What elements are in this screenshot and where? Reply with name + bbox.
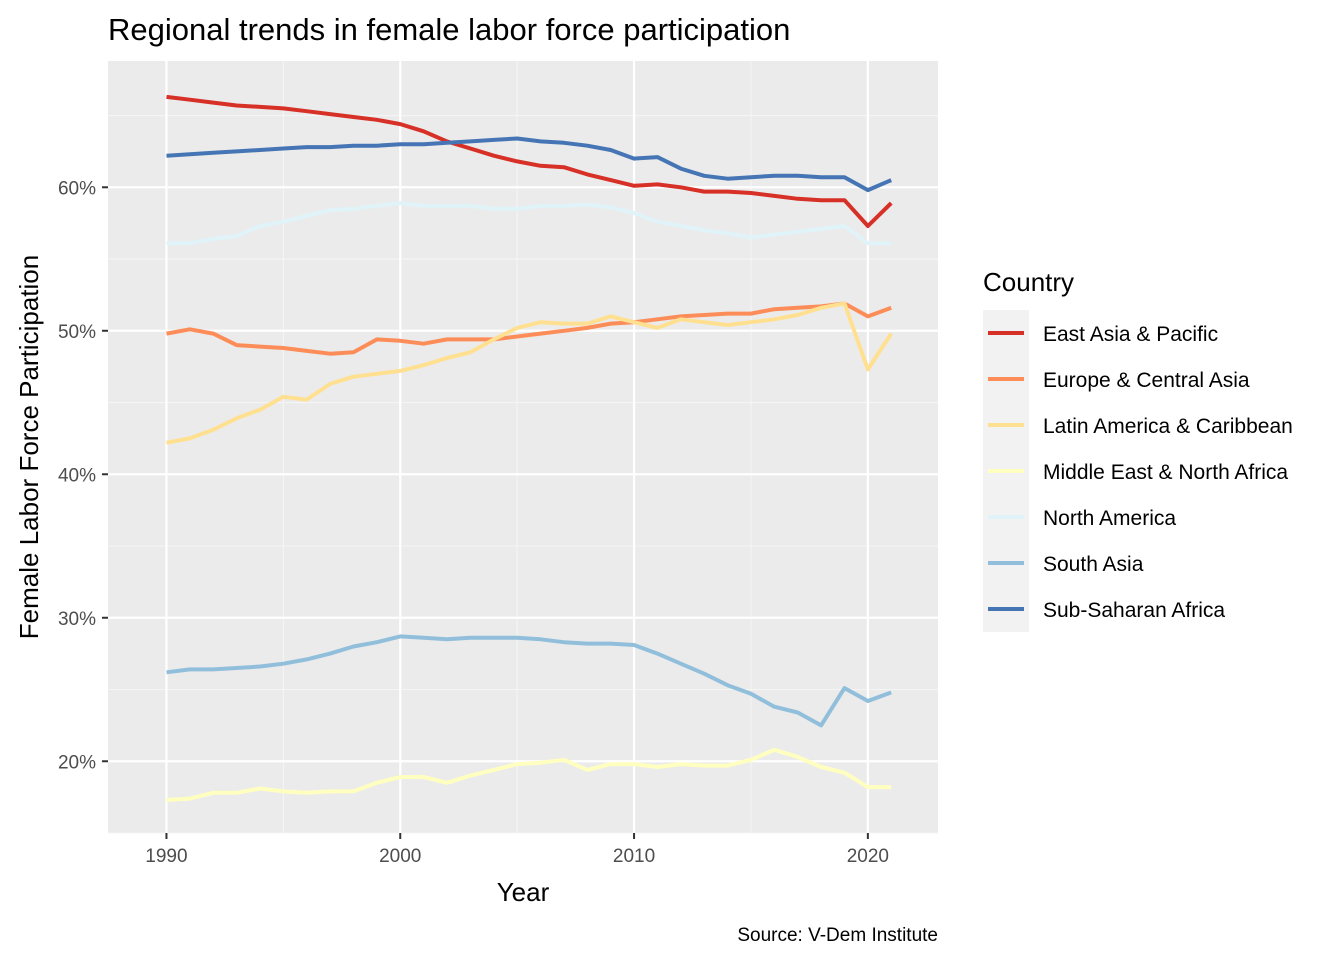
x-tick-label: 1990 [145,846,187,867]
series-line-3 [166,301,893,445]
legend: East Asia & Pacific Europe & Central Asia… [983,310,1293,632]
series-line-2 [166,301,892,356]
legend-label-1: East Asia & Pacific [1043,323,1218,346]
x-tick-label: 2000 [379,846,421,867]
series-line-5 [166,201,892,246]
y-tick-label: 20% [58,752,96,773]
legend-title: Country [983,267,1074,297]
series-lines [166,94,893,802]
x-axis-title: Year [497,877,550,907]
series-line-1 [166,94,893,228]
x-tick-label: 2020 [847,846,889,867]
plot-panel [108,61,938,833]
legend-label-7: Sub-Saharan Africa [1043,599,1225,622]
y-tick-label: 40% [58,465,96,486]
x-tick-label: 2010 [613,846,655,867]
legend-label-6: South Asia [1043,553,1144,576]
y-tick-label: 60% [58,178,96,199]
legend-label-5: North America [1043,507,1176,530]
series-line-4 [166,747,892,802]
series-line-7 [166,136,892,193]
legend-label-3: Latin America & Caribbean [1043,415,1293,438]
y-tick-label: 50% [58,322,96,343]
y-axis-title: Female Labor Force Participation [14,255,44,639]
caption: Source: V-Dem Institute [737,925,938,946]
y-tick-label: 30% [58,609,96,630]
major-gridlines [108,61,938,833]
chart-title: Regional trends in female labor force pa… [108,12,790,47]
y-axis: 20% 30% 40% 50% 60% [58,178,108,773]
legend-label-4: Middle East & North Africa [1043,461,1288,484]
x-axis: 1990 2000 2010 2020 [145,833,889,867]
legend-label-2: Europe & Central Asia [1043,369,1250,392]
minor-gridlines [108,61,938,834]
series-line-6 [166,634,892,728]
